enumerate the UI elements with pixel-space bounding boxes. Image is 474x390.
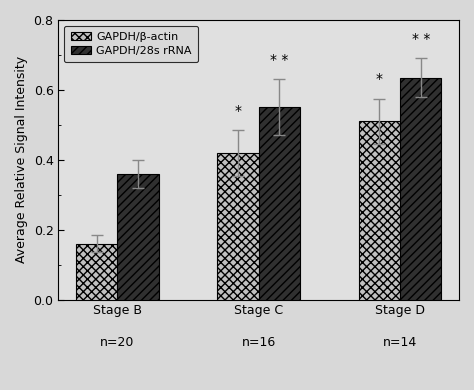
Bar <box>400 78 441 300</box>
Bar <box>118 174 159 300</box>
Bar <box>359 121 400 300</box>
Text: n=14: n=14 <box>383 336 417 349</box>
Y-axis label: Average Relative Signal Intensity: Average Relative Signal Intensity <box>15 56 28 263</box>
Text: *: * <box>235 104 242 118</box>
Text: n=16: n=16 <box>242 336 276 349</box>
Text: n=20: n=20 <box>100 336 135 349</box>
Legend: GAPDH/β-actin, GAPDH/28s rRNA: GAPDH/β-actin, GAPDH/28s rRNA <box>64 26 198 62</box>
Bar <box>76 244 118 300</box>
Bar <box>259 107 300 300</box>
Text: *: * <box>376 73 383 87</box>
Text: * *: * * <box>270 53 289 67</box>
Bar <box>218 153 259 300</box>
Text: * *: * * <box>411 32 430 46</box>
